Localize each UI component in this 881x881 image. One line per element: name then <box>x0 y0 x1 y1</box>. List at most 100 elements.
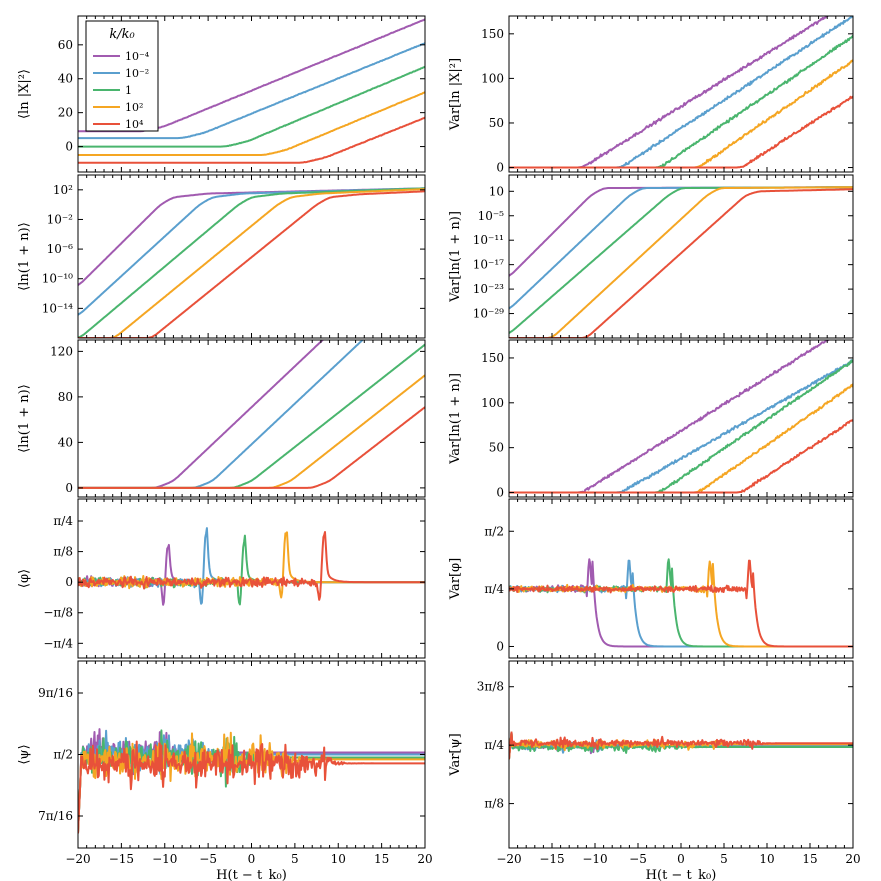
ytick-label: 9π/16 <box>38 686 73 700</box>
legend-title: k/k₀ <box>109 27 135 42</box>
line-psi-var-1e4 <box>509 731 853 760</box>
legend-label-1e-4: 10⁻⁴ <box>125 50 150 63</box>
panel-phi-mean: π/4 π/8 0 −π/8 −π/4 ⟨φ⟩ <box>17 498 426 659</box>
line-var-ln1n-lin-1e-2 <box>509 359 853 494</box>
line-ln1n-mean-lin-1e-4 <box>78 340 325 489</box>
line-ln1n-mean-log-1e2 <box>78 188 425 338</box>
panel-var-lnX2: 0 50 100 150 Var[ln |X|²] <box>448 15 854 175</box>
legend: k/k₀ 10⁻⁴ 10⁻² 1 10² 10⁴ <box>85 20 159 132</box>
ytick-label: −π/4 <box>43 636 73 650</box>
axes-frame <box>77 339 426 498</box>
xtick-label: −5 <box>199 852 217 866</box>
line-lnX2-mean-1 <box>78 65 425 148</box>
ytick-label: π/2 <box>53 748 73 762</box>
panel-ln1n-mean-lin: 0 40 80 120 ⟨ln(1 + n)⟩ <box>17 339 426 498</box>
ytick-label: π/8 <box>484 797 504 811</box>
line-var-ln1n-lin-1 <box>509 359 853 494</box>
ytick-label: 10⁻²⁹ <box>473 307 504 321</box>
axes-frame <box>508 498 854 659</box>
line-phi-mean-1e2 <box>78 531 425 599</box>
panel-var-ln1n-lin: 0 50 100 150 Var[ln(1 + n)] <box>448 339 854 500</box>
ytick-label: 10⁻¹¹ <box>473 233 504 247</box>
y-axis-label: ⟨ψ⟩ <box>17 744 32 764</box>
panel-lnX2-mean: 0 20 40 60 ⟨ln |X|²⟩ k/k₀ 10⁻⁴ 10⁻² 1 10² 10⁴ <box>17 15 426 173</box>
y-axis-label: Var[ln(1 + n)] <box>448 373 463 465</box>
ytick-label: 100 <box>481 396 504 410</box>
ytick-label: 10⁻¹⁷ <box>473 258 504 272</box>
xtick-label: 5 <box>720 852 728 866</box>
y-axis-label: ⟨φ⟩ <box>17 569 32 588</box>
xtick-label: 10 <box>331 852 346 866</box>
panel-var-ln1n-log: 10 10⁻⁵ 10⁻¹¹ 10⁻¹⁷ 10⁻²³ 10⁻²⁹ Var[ln(1 + n)] <box>448 174 854 339</box>
ytick-label: 40 <box>58 435 73 449</box>
xtick-label: 0 <box>677 852 685 866</box>
ytick-label: 0 <box>65 481 73 495</box>
line-ln1n-mean-lin-1e4 <box>78 406 425 489</box>
legend-box <box>85 20 159 132</box>
xtick-label: −15 <box>109 852 134 866</box>
line-psi-mean-1e4 <box>78 740 425 834</box>
ytick-label: 20 <box>58 106 73 120</box>
line-var-ln1n-lin-1e2 <box>509 383 853 494</box>
xtick-label: 0 <box>248 852 256 866</box>
legend-label-1e2: 10² <box>125 101 143 114</box>
ytick-label: 0 <box>65 140 73 154</box>
series-group <box>509 558 853 648</box>
line-ln1n-mean-log-1e-4 <box>78 187 425 286</box>
legend-label-1e4: 10⁴ <box>125 118 144 131</box>
ytick-label: 10⁻¹⁴ <box>42 301 73 315</box>
line-phi-mean-1e4 <box>78 531 425 601</box>
ytick-label: −π/8 <box>43 606 73 620</box>
ytick-label: π/4 <box>53 514 73 528</box>
line-phi-var-1 <box>509 558 853 648</box>
y-axis-label: Var[ψ] <box>448 733 463 777</box>
line-phi-var-1e2 <box>509 560 853 648</box>
line-phi-var-1e-2 <box>509 559 853 648</box>
ytick-label: 3π/8 <box>477 680 504 694</box>
line-var-ln1n-log-1e4 <box>509 188 853 338</box>
xtick-label: −20 <box>65 852 90 866</box>
panel-phi-var: π/2 π/4 0 Var[φ] <box>448 498 854 659</box>
axes-frame <box>508 174 854 339</box>
xtick-label: −15 <box>539 852 564 866</box>
panel-ln1n-mean-log: 10² 10⁻² 10⁻⁶ 10⁻¹⁰ 10⁻¹⁴ ⟨ln(1 + n)⟩ <box>17 174 426 339</box>
y-axis-label: ⟨ln(1 + n)⟩ <box>17 222 32 291</box>
xtick-label: −10 <box>152 852 177 866</box>
ytick-label: 10⁻² <box>47 212 74 226</box>
line-phi-mean-1 <box>78 534 425 606</box>
ytick-label: 40 <box>58 72 73 86</box>
ytick-label: π/4 <box>484 738 504 752</box>
line-ln1n-mean-log-1e4 <box>78 190 425 338</box>
ytick-label: 60 <box>58 38 73 52</box>
axes-frame <box>508 660 854 849</box>
series-group <box>78 187 425 338</box>
ytick-label: 0 <box>496 161 504 175</box>
line-phi-mean-1e-2 <box>78 527 425 605</box>
line-lnX2-mean-1e2 <box>78 91 425 156</box>
series-group <box>509 16 853 169</box>
panel-psi-mean: −20 −15 −10 −5 0 5 10 15 20 9π/16 π/2 7π/16 ⟨ψ⟩ H(t −… <box>17 660 433 881</box>
line-var-ln1n-lin-1e-4 <box>509 340 830 494</box>
ytick-label: 50 <box>489 441 504 455</box>
y-axis-label: ⟨ln(1 + n)⟩ <box>17 384 32 453</box>
ytick-label: 10⁻²³ <box>473 282 504 296</box>
line-var-lnX2-1e-4 <box>509 16 829 169</box>
ytick-label: 10⁻⁶ <box>47 242 74 256</box>
series-group <box>509 731 853 760</box>
line-phi-var-1e4 <box>509 559 853 648</box>
x-axis-label: H(t − t_k₀) <box>216 868 287 881</box>
series-group <box>509 186 853 338</box>
xtick-label: −10 <box>582 852 607 866</box>
ytick-label: 10⁻⁵ <box>478 209 505 223</box>
legend-label-1: 1 <box>125 84 132 97</box>
ytick-label: 80 <box>58 390 73 404</box>
ytick-label: 150 <box>481 351 504 365</box>
line-lnX2-mean-1e4 <box>78 116 425 164</box>
line-var-lnX2-1e2 <box>509 59 853 169</box>
line-lnX2-mean-1e-2 <box>78 42 425 140</box>
line-var-lnX2-1e-2 <box>509 16 853 169</box>
ytick-label: 0 <box>496 486 504 500</box>
y-axis-label: Var[ln |X|²] <box>448 58 463 131</box>
axes-frame <box>508 15 854 173</box>
ytick-label: 7π/16 <box>38 809 73 823</box>
